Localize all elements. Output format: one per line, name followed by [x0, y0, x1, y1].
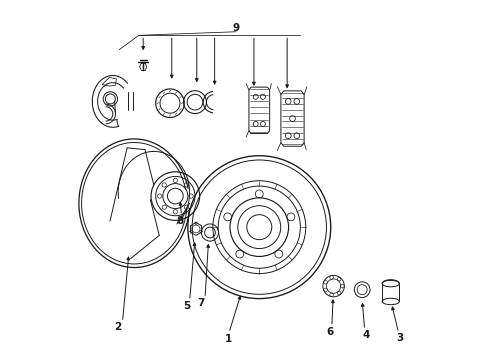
Text: 8: 8 [176, 216, 184, 226]
Text: 4: 4 [362, 330, 369, 341]
Text: 1: 1 [225, 334, 233, 344]
Text: 3: 3 [397, 333, 404, 343]
Text: 5: 5 [184, 301, 191, 311]
Text: 2: 2 [115, 322, 122, 332]
Text: 7: 7 [198, 298, 205, 308]
Text: 9: 9 [233, 23, 240, 33]
Text: 6: 6 [326, 327, 334, 337]
